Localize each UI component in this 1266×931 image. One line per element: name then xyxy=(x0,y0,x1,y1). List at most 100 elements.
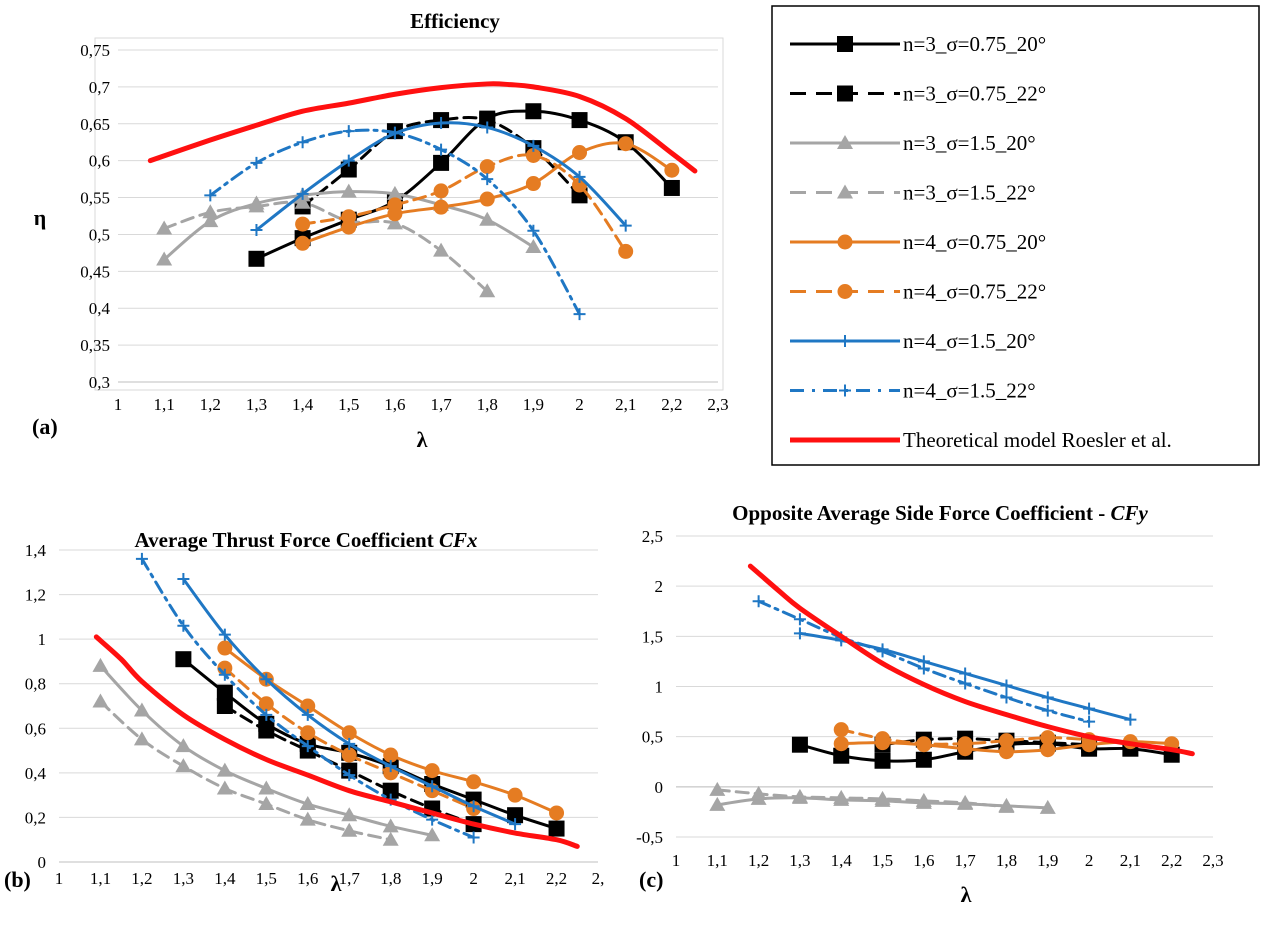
series-n-4-1-5-22 xyxy=(752,595,1096,728)
legend-label: n=4_σ=0.75_20° xyxy=(903,230,1046,254)
x-tick-label: 1,7 xyxy=(430,395,452,414)
data-point xyxy=(874,790,891,805)
data-point xyxy=(295,216,311,232)
data-point xyxy=(383,747,399,763)
series-line xyxy=(757,599,1091,724)
data-point xyxy=(92,693,109,708)
data-point xyxy=(1041,704,1054,717)
x-tick-label: 1,1 xyxy=(154,395,175,414)
data-point xyxy=(527,139,540,152)
y-tick-label: 0,35 xyxy=(80,336,110,355)
series-line xyxy=(301,153,628,253)
data-point xyxy=(156,251,173,266)
legend-marker xyxy=(837,36,853,52)
y-tick-label: 0,4 xyxy=(89,299,111,318)
plot-frame xyxy=(94,37,724,391)
series-n-4-0-75-20 xyxy=(295,136,680,251)
data-point xyxy=(175,651,192,668)
data-point xyxy=(296,136,309,149)
data-point xyxy=(216,698,233,714)
data-point xyxy=(1039,799,1056,814)
data-point xyxy=(135,552,148,565)
data-point xyxy=(250,224,263,237)
x-tick-label: 1,2 xyxy=(131,869,152,888)
data-point xyxy=(301,740,314,753)
data-point xyxy=(294,194,311,209)
data-point xyxy=(342,125,355,138)
legend-frame xyxy=(771,5,1260,466)
data-point xyxy=(382,818,399,833)
data-point xyxy=(525,103,542,120)
data-point xyxy=(204,189,217,202)
series-n-4-1-5-20 xyxy=(177,572,522,831)
data-point xyxy=(260,673,273,686)
data-point xyxy=(341,209,357,225)
x-tick-label: 1,6 xyxy=(913,851,934,870)
data-point xyxy=(386,185,403,200)
legend: n=3_σ=0.75_20° n=3_σ=0.75_22° n=3_σ=1.5_20… xyxy=(771,5,1260,466)
data-point xyxy=(433,154,450,171)
data-point xyxy=(175,738,192,753)
data-point xyxy=(525,148,541,164)
data-point xyxy=(833,747,850,764)
data-point xyxy=(217,640,233,656)
data-point xyxy=(549,805,565,821)
data-point xyxy=(507,807,524,824)
x-tick-label: 1,4 xyxy=(292,395,314,414)
data-point xyxy=(752,595,765,608)
data-point xyxy=(216,762,233,777)
data-point xyxy=(258,696,274,712)
data-point xyxy=(424,827,441,842)
data-point xyxy=(340,161,357,178)
series-line xyxy=(181,657,559,831)
x-tick-label: 2 xyxy=(1085,851,1094,870)
x-tick-label: 1,3 xyxy=(173,869,194,888)
data-point xyxy=(341,747,357,763)
data-point xyxy=(664,162,680,178)
data-point xyxy=(433,242,450,257)
data-point xyxy=(341,219,357,235)
y-tick-label: 1,5 xyxy=(642,627,663,646)
legend-entry-n-4-1-5-22: n=4_σ=1.5_22° xyxy=(790,379,1036,403)
x-tick-label: 2,3 xyxy=(707,395,728,414)
data-point xyxy=(341,807,358,822)
data-point xyxy=(479,191,495,207)
data-point xyxy=(916,736,932,752)
legend-entry-theoretical-model-roesler-et-al: Theoretical model Roesler et al. xyxy=(790,428,1172,452)
data-point xyxy=(874,752,891,769)
legend-marker xyxy=(839,335,851,347)
series-line xyxy=(208,128,582,316)
x-tick-label: 2,1 xyxy=(615,395,636,414)
x-tick-label: 1,9 xyxy=(422,869,443,888)
x-tick-label: 1,1 xyxy=(707,851,728,870)
data-point xyxy=(382,831,399,846)
data-point xyxy=(301,708,314,721)
data-point xyxy=(915,792,932,807)
y-tick-label: 2,5 xyxy=(642,527,663,546)
x-tick-label: 2 xyxy=(469,869,478,888)
data-point xyxy=(467,831,480,844)
legend-marker xyxy=(837,234,853,250)
data-point xyxy=(876,645,889,658)
data-point xyxy=(250,156,263,169)
legend-label: n=4_σ=1.5_20° xyxy=(903,329,1036,353)
x-tick-label: 1,9 xyxy=(1037,851,1058,870)
x-tick-label: 1,8 xyxy=(477,395,498,414)
data-point xyxy=(260,708,273,721)
x-tick-label: 2,2 xyxy=(546,869,567,888)
series-line xyxy=(93,634,580,849)
legend-marker xyxy=(837,135,853,149)
y-tick-label: 1 xyxy=(655,678,664,697)
legend-label: n=4_σ=1.5_22° xyxy=(903,379,1036,403)
legend-entry-n-3-0-75-22: n=3_σ=0.75_22° xyxy=(790,82,1046,106)
series-n-3-1-5-22 xyxy=(92,693,399,846)
x-tick-label: 2,3 xyxy=(1202,851,1223,870)
data-point xyxy=(833,722,849,738)
y-tick-label: 0 xyxy=(655,778,664,797)
chart-title-text: Efficiency xyxy=(410,9,500,33)
data-point xyxy=(258,780,275,795)
x-tick-label: 1,7 xyxy=(339,869,361,888)
data-point xyxy=(248,198,265,213)
x-tick-label: 1,5 xyxy=(338,395,359,414)
